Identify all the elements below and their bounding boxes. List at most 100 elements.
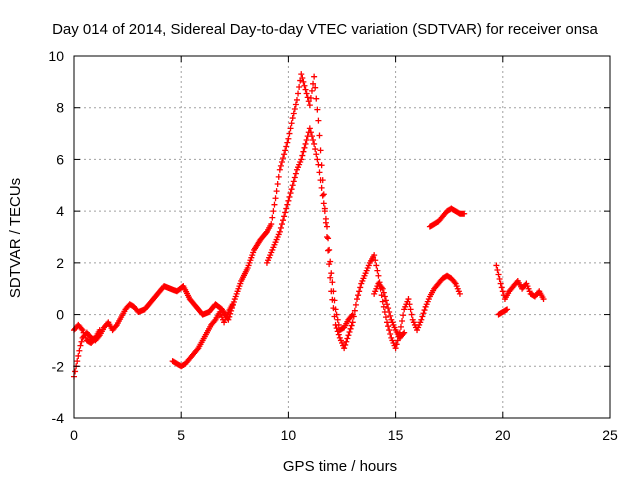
x-tick-label: 20 xyxy=(495,427,511,443)
data-point xyxy=(78,325,85,332)
data-point xyxy=(284,201,291,208)
data-point xyxy=(278,221,285,228)
data-point xyxy=(292,170,299,177)
data-point xyxy=(375,272,382,279)
data-point xyxy=(315,117,322,124)
y-tick-label: 6 xyxy=(56,151,64,167)
x-axis-ticks: 0 5 10 15 20 25 xyxy=(70,56,618,443)
data-point xyxy=(271,201,278,208)
data-point xyxy=(374,267,381,274)
data-point xyxy=(112,323,119,330)
data-point xyxy=(286,130,293,137)
data-point xyxy=(494,266,501,273)
data-point xyxy=(344,335,351,342)
y-tick-label: 8 xyxy=(56,100,64,116)
data-point xyxy=(318,184,325,191)
data-point xyxy=(91,336,98,343)
chart-title: Day 014 of 2014, Sidereal Day-to-day VTE… xyxy=(52,21,598,38)
data-point xyxy=(289,115,296,122)
plot-frame xyxy=(73,55,611,419)
data-point xyxy=(303,137,310,144)
data-point xyxy=(305,98,312,105)
data-point xyxy=(303,90,310,97)
data-point xyxy=(348,312,355,319)
data-point xyxy=(311,140,318,147)
data-point xyxy=(384,319,391,326)
data-point xyxy=(319,192,326,199)
data-point xyxy=(298,71,305,78)
data-point xyxy=(385,305,392,312)
data-point xyxy=(276,228,283,235)
data-point xyxy=(300,78,307,85)
x-tick-label: 5 xyxy=(177,427,185,443)
data-point xyxy=(274,180,281,187)
y-axis-label: SDTVAR / TECUs xyxy=(7,178,24,298)
data-point xyxy=(380,289,387,296)
x-tick-label: 0 xyxy=(70,427,78,443)
data-point xyxy=(341,345,348,352)
data-point xyxy=(382,297,389,304)
data-point xyxy=(498,284,505,291)
data-point xyxy=(311,73,318,80)
data-point xyxy=(290,110,297,117)
data-point xyxy=(385,323,392,330)
data-point xyxy=(194,346,201,353)
data-point xyxy=(406,301,413,308)
data-point xyxy=(405,296,412,303)
data-point xyxy=(272,195,279,202)
data-point xyxy=(301,82,308,89)
data-point xyxy=(420,310,427,317)
data-point xyxy=(291,106,298,113)
data-point xyxy=(290,178,297,185)
data-point xyxy=(77,342,84,349)
y-tick-label: -4 xyxy=(52,410,65,426)
data-point xyxy=(281,213,288,220)
data-point xyxy=(379,285,386,292)
y-axis-ticks: -4 -2 0 2 4 6 8 10 xyxy=(48,48,610,426)
data-point xyxy=(401,329,408,336)
data-point xyxy=(540,296,547,303)
data-point xyxy=(320,191,327,198)
data-point xyxy=(418,316,425,323)
data-point xyxy=(74,358,81,365)
data-point xyxy=(316,169,323,176)
data-point xyxy=(499,288,506,295)
data-point xyxy=(407,306,414,313)
data-point xyxy=(327,274,334,281)
data-point xyxy=(322,215,329,222)
data-point xyxy=(292,101,299,108)
data-point xyxy=(288,186,295,193)
data-point xyxy=(298,156,305,163)
data-point xyxy=(347,325,354,332)
data-point xyxy=(276,166,283,173)
data-point xyxy=(314,156,321,163)
data-point xyxy=(493,262,500,269)
data-point xyxy=(280,217,287,224)
data-point xyxy=(323,223,330,230)
data-point xyxy=(354,296,361,303)
data-point xyxy=(379,298,386,305)
x-tick-label: 25 xyxy=(602,427,618,443)
data-point xyxy=(285,197,292,204)
data-point xyxy=(286,193,293,200)
data-point xyxy=(335,331,342,338)
data-point xyxy=(287,125,294,132)
data-point xyxy=(317,177,324,184)
data-point xyxy=(380,303,387,310)
data-point xyxy=(299,152,306,159)
data-point xyxy=(310,137,317,144)
data-point xyxy=(387,312,394,319)
data-point xyxy=(387,330,394,337)
data-point xyxy=(393,341,400,348)
data-point xyxy=(284,139,291,146)
y-tick-label: 0 xyxy=(56,307,64,323)
data-point xyxy=(268,221,275,228)
data-point xyxy=(72,368,79,375)
data-point xyxy=(310,80,317,87)
data-point xyxy=(78,338,85,345)
data-point xyxy=(308,87,315,94)
data-point xyxy=(316,132,323,139)
data-point xyxy=(211,318,218,325)
data-point xyxy=(285,135,292,142)
